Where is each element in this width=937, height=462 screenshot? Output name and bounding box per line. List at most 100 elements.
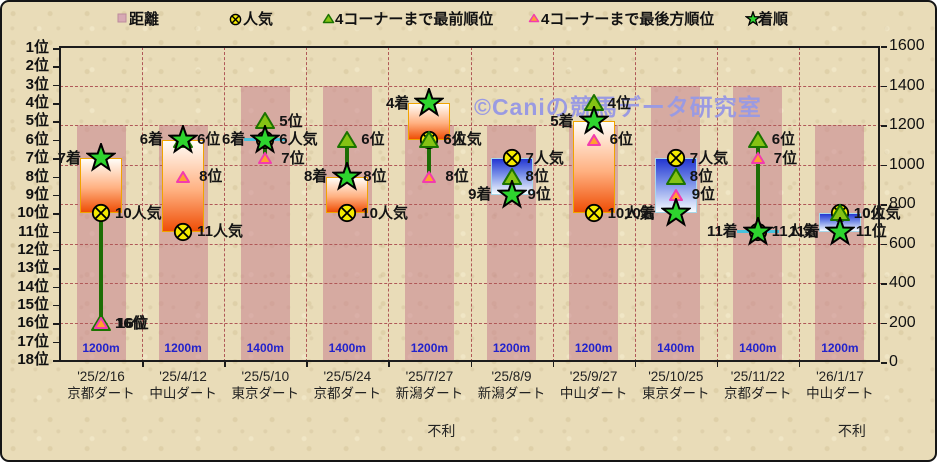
data-label: 16位 xyxy=(117,314,149,332)
axis-tick xyxy=(53,176,60,178)
track-label: 東京ダート xyxy=(231,386,300,401)
axis-label-left: 5位 xyxy=(25,112,49,130)
axis-label-left: 12位 xyxy=(17,240,49,258)
note-label: 不利 xyxy=(427,423,456,439)
finish-star-icon xyxy=(249,122,282,155)
front-triangle-icon xyxy=(336,130,358,149)
axis-label-left: 13位 xyxy=(17,259,49,277)
axis-label-left: 4位 xyxy=(25,94,49,112)
data-label: 6位 xyxy=(771,131,796,149)
axis-tick xyxy=(53,360,60,362)
axis-tick xyxy=(388,362,390,367)
axis-tick xyxy=(634,362,637,367)
legend-item-label: 4コーナーまで最後方順位 xyxy=(541,11,715,28)
finish-star-icon xyxy=(659,196,693,228)
front-triangle-icon xyxy=(747,130,769,149)
data-label: 6着 xyxy=(221,131,246,149)
axis-tick xyxy=(53,249,60,252)
data-label: 11人気 xyxy=(771,223,818,240)
axis-label-right: 1400 xyxy=(889,76,925,94)
distance-bar xyxy=(651,85,701,362)
data-label: 4着 xyxy=(386,94,410,112)
grid-line-vertical xyxy=(470,47,472,362)
track-label: 中山ダート xyxy=(806,386,874,401)
data-label: 10着 xyxy=(624,204,656,222)
note-label: 不利 xyxy=(837,423,866,439)
hilo-line xyxy=(99,158,103,324)
date-label: '25/4/12 xyxy=(159,369,207,384)
axis-label-left: 8位 xyxy=(25,167,49,185)
axis-tick xyxy=(53,194,60,197)
axis-tick xyxy=(798,362,801,367)
finish-star-icon xyxy=(166,122,200,155)
rear-triangle-icon xyxy=(93,316,109,330)
distance-label: 1200m xyxy=(164,341,202,355)
axis-tick xyxy=(53,139,60,142)
axis-label-left: 14位 xyxy=(17,277,49,295)
distance-label: 1200m xyxy=(574,341,613,355)
green-triangle-icon xyxy=(322,13,335,24)
grid-line-vertical xyxy=(388,47,390,362)
axis-tick xyxy=(53,341,60,344)
axis-tick xyxy=(53,286,60,289)
data-label: 10人気 xyxy=(361,204,408,222)
axis-label-right: 1200 xyxy=(889,116,925,133)
track-label: 新潟ダート xyxy=(477,386,546,401)
track-label: 新潟ダート xyxy=(395,386,464,401)
rear-triangle-icon xyxy=(175,170,191,184)
grid-line-vertical xyxy=(224,47,226,362)
front-triangle-icon xyxy=(665,167,687,186)
distance-label: 1400m xyxy=(657,341,695,355)
data-label: 6位 xyxy=(197,131,221,149)
data-label: 7位 xyxy=(773,149,798,167)
grid-line-vertical xyxy=(142,47,144,362)
date-label: '25/10/25 xyxy=(648,369,704,384)
finish-star-icon xyxy=(331,159,364,192)
axis-tick xyxy=(881,283,887,285)
distance-bar xyxy=(322,85,372,362)
popularity-marker-icon xyxy=(337,203,357,223)
legend-item-label: 4コーナーまで最前順位 xyxy=(335,11,494,28)
axis-label-left: 1位 xyxy=(25,39,49,56)
date-label: '25/8/9 xyxy=(491,369,532,384)
data-label: 10人気 xyxy=(853,204,901,222)
circle-x-icon xyxy=(229,13,242,26)
watermark: ©Caniの競馬データ研究室 xyxy=(474,94,762,120)
track-label: 京都ダート xyxy=(313,386,382,401)
axis-tick xyxy=(306,362,308,367)
pink-triangle-icon xyxy=(528,13,540,23)
axis-label-left: 17位 xyxy=(17,332,49,350)
popularity-marker-icon xyxy=(91,203,111,223)
grid-line-vertical xyxy=(306,47,308,362)
axis-tick xyxy=(881,243,887,245)
popularity-marker-icon xyxy=(502,148,522,168)
axis-label-right: 200 xyxy=(889,313,916,331)
distance-label: 1200m xyxy=(821,341,859,355)
track-label: 東京ダート xyxy=(642,386,710,401)
data-label: 8位 xyxy=(445,168,469,185)
track-label: 京都ダート xyxy=(67,386,135,401)
front-triangle-icon xyxy=(418,130,440,149)
hilo-line xyxy=(755,139,760,232)
data-label: 16位 xyxy=(115,314,147,332)
data-label: 11位 xyxy=(855,223,887,240)
axis-tick xyxy=(53,48,60,50)
data-label: 10位 xyxy=(853,204,886,222)
axis-tick xyxy=(53,213,60,215)
data-label: 8位 xyxy=(525,168,549,185)
axis-label-left: 6位 xyxy=(25,130,49,148)
axis-tick xyxy=(881,46,887,48)
data-label: 5位 xyxy=(279,112,303,130)
axis-label-left: 2位 xyxy=(25,57,49,75)
axis-tick xyxy=(53,121,60,123)
axis-tick xyxy=(142,362,144,367)
data-label: 11着 xyxy=(789,223,820,240)
finish-star-icon xyxy=(823,214,857,247)
star-icon xyxy=(744,9,762,27)
date-label: '26/1/17 xyxy=(816,369,864,384)
axis-tick xyxy=(881,204,887,206)
axis-tick xyxy=(224,362,226,367)
axis-label-right: 1600 xyxy=(889,37,925,54)
data-label: 7人気 xyxy=(525,149,564,167)
